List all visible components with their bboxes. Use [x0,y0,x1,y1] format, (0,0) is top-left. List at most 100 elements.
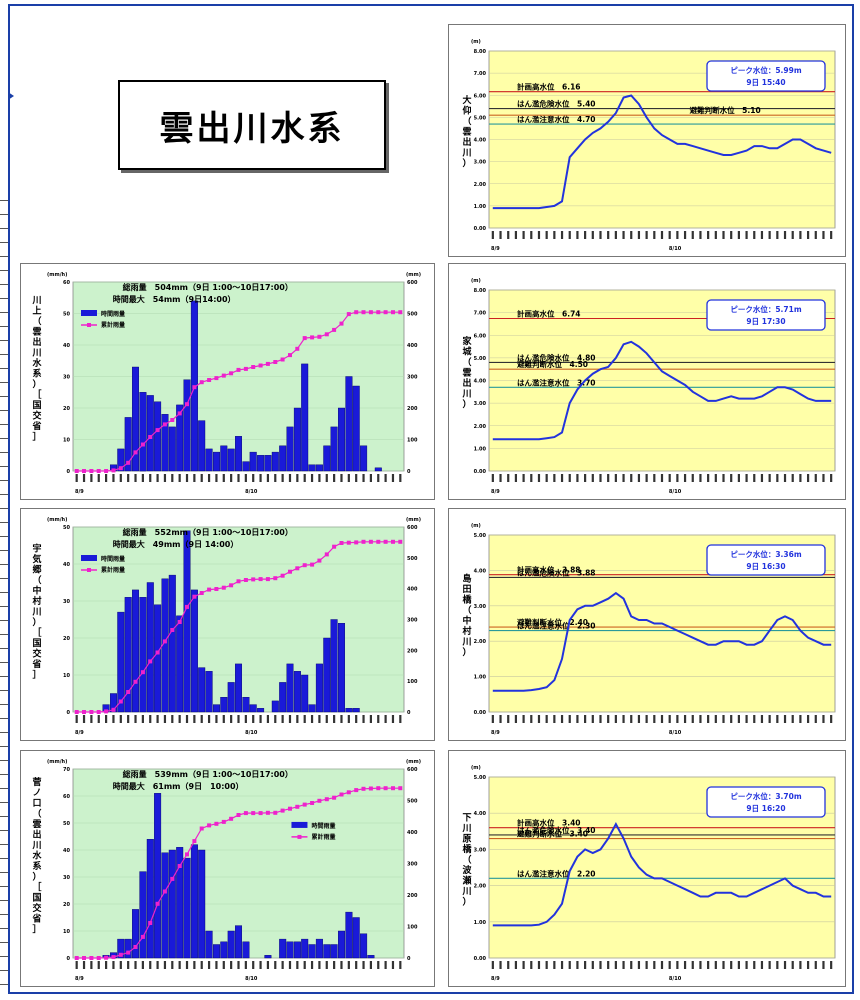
rain-bar [131,909,139,959]
station-char: ［ [32,881,41,893]
cumulative-point [280,573,285,578]
x-tick-label [105,961,108,969]
station-char: 系 [32,368,41,380]
rain-bar [124,597,132,713]
x-tick-label [545,715,548,723]
cumulative-point [96,469,101,473]
cumulative-point [82,469,86,473]
x-tick-label [537,715,541,723]
x-tick-label [112,961,115,969]
x-tick-label [230,715,233,723]
y-tick-label: 1.00 [474,920,487,926]
station-char: 川 [461,388,471,399]
threshold-label: はん濫危険水位 3.40 [517,825,596,835]
y2-tick-label: 400 [407,343,418,349]
y-unit-label: (m) [471,523,481,529]
rain-bar [131,366,139,472]
legend-label-hourly: 時間雨量 [311,822,335,830]
x-tick-label [753,961,756,969]
x-tick-label [553,474,556,482]
cumulative-point [273,360,278,364]
cumulative-point [214,587,219,591]
x-tick-label [288,474,292,482]
x-tick-label [599,715,602,723]
peak-level-text: ピーク水位：3.36m [730,549,802,559]
x-tick-label [384,474,387,482]
x-tick-label [806,961,810,969]
x-tick-label [75,474,78,482]
cumulative-point [170,628,175,632]
cumulative-point [258,577,263,582]
x-tick-label [252,715,255,723]
y-tick-label: 10 [63,673,70,679]
x-tick-label [259,715,262,723]
y-tick-label: 0 [67,469,71,475]
rain-bar [176,847,184,959]
rain-bar [352,708,360,713]
y2-tick-label: 500 [407,556,418,562]
x-tick-label [399,961,402,969]
x-tick-label [230,474,233,482]
cumulative-point [229,816,234,821]
cumulative-point [185,852,189,857]
x-tick-label [537,474,541,482]
x-tick-label [707,474,710,482]
cumulative-point [118,699,123,704]
edge-tick [0,452,8,453]
y-tick-label: 3.00 [474,847,487,853]
cumulative-point [140,442,145,447]
cumulative-point [177,620,182,624]
cumulative-point [162,422,167,427]
rain-bar [227,682,235,713]
x-tick-label [514,474,518,482]
rain-bar [190,589,198,713]
rain-bar [360,445,368,472]
cumulative-point [317,798,322,803]
x-tick-label [207,474,211,482]
x-tick-label [222,474,225,482]
cumulative-point [280,357,285,362]
x-tick-label [714,231,717,239]
station-char: 雲 [32,326,41,338]
peak-level-text: ピーク水位：5.99m [730,65,802,75]
chart-panel-kawakami: 0 10 20 30 40 50 60 0 100 200 300 400 500 600 (mm/h) (m… [20,263,435,500]
cumulative-point [310,801,315,805]
x-tick-label [653,231,656,239]
rain-bar [183,530,191,713]
x-tick-label [691,961,694,969]
x-tick-label [274,715,277,723]
x-tick-label [134,961,137,969]
date-label: 8/10 [669,730,682,736]
cumulative-point [383,310,388,315]
cumulative-point [302,802,307,807]
station-char: 波 [462,864,472,876]
x-tick-label [333,715,336,723]
y-tick-label: 40 [63,848,70,854]
x-tick-label [149,474,152,482]
y-tick-label: 60 [63,280,70,286]
x-tick-label [776,715,779,723]
x-tick-label [207,961,211,969]
cumulative-point [383,539,388,544]
cumulative-point [332,544,337,549]
edge-tick [0,242,8,243]
x-tick-label [699,715,702,723]
y2-tick-label: 400 [407,587,418,593]
y-tick-label: 5.00 [474,356,487,362]
x-tick-label [259,474,262,482]
x-tick-label [149,961,152,969]
y2-tick-label: 100 [407,438,418,444]
x-tick-label [668,474,671,482]
peak-time-text: 9日 16:30 [746,562,785,571]
station-char: 川 [31,295,41,306]
station-char: 宇 [32,542,41,554]
y2-tick-label: 300 [407,375,418,381]
x-tick-label [149,715,152,723]
station-char: 大 [462,94,471,106]
edge-tick [0,928,8,929]
edge-tick [0,984,8,985]
cumulative-point [192,594,197,599]
x-tick-label [266,961,270,969]
x-tick-label [806,474,810,482]
